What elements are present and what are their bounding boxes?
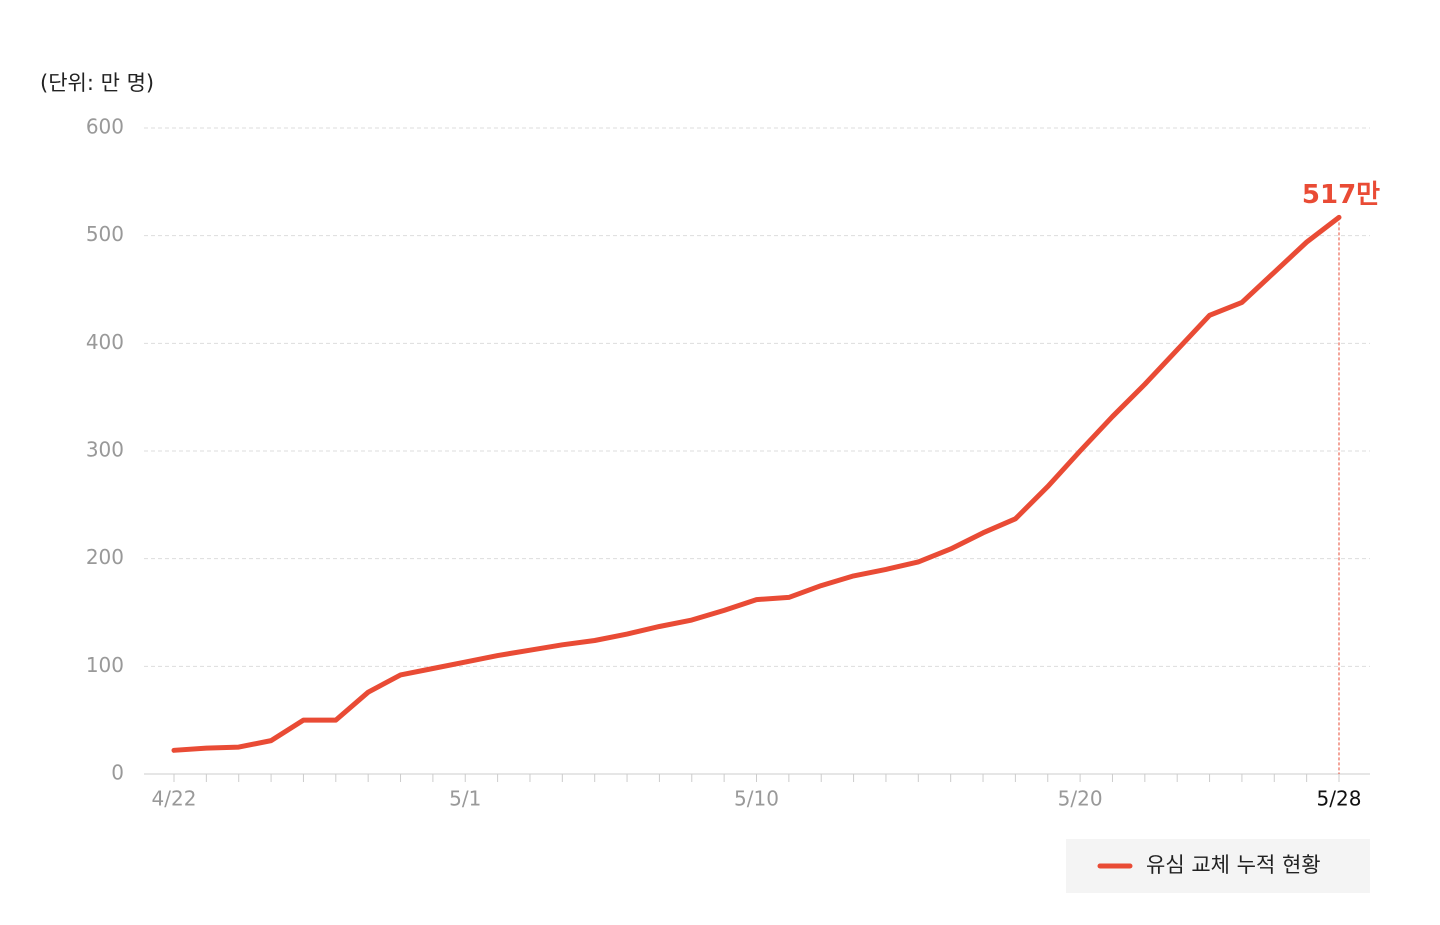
y-tick-label: 300 — [86, 438, 124, 462]
y-axis-label: (단위: 만 명) — [40, 71, 154, 95]
x-tick-label: 5/10 — [734, 787, 779, 811]
legend-label: 유심 교체 누적 현황 — [1146, 853, 1321, 877]
y-tick-label: 600 — [86, 115, 124, 139]
x-tick-label: 4/22 — [152, 787, 197, 811]
x-tick-label: 5/28 — [1317, 787, 1362, 811]
y-tick-label: 200 — [86, 545, 124, 569]
y-tick-label: 100 — [86, 653, 124, 677]
x-tick-label: 5/1 — [449, 787, 481, 811]
x-tick-label: 5/20 — [1058, 787, 1103, 811]
y-tick-label: 0 — [111, 761, 124, 785]
line — [171, 214, 1342, 753]
y-tick-label: 500 — [86, 222, 124, 246]
y-tick-label: 400 — [86, 330, 124, 354]
value-label: 517만 — [1302, 180, 1380, 210]
